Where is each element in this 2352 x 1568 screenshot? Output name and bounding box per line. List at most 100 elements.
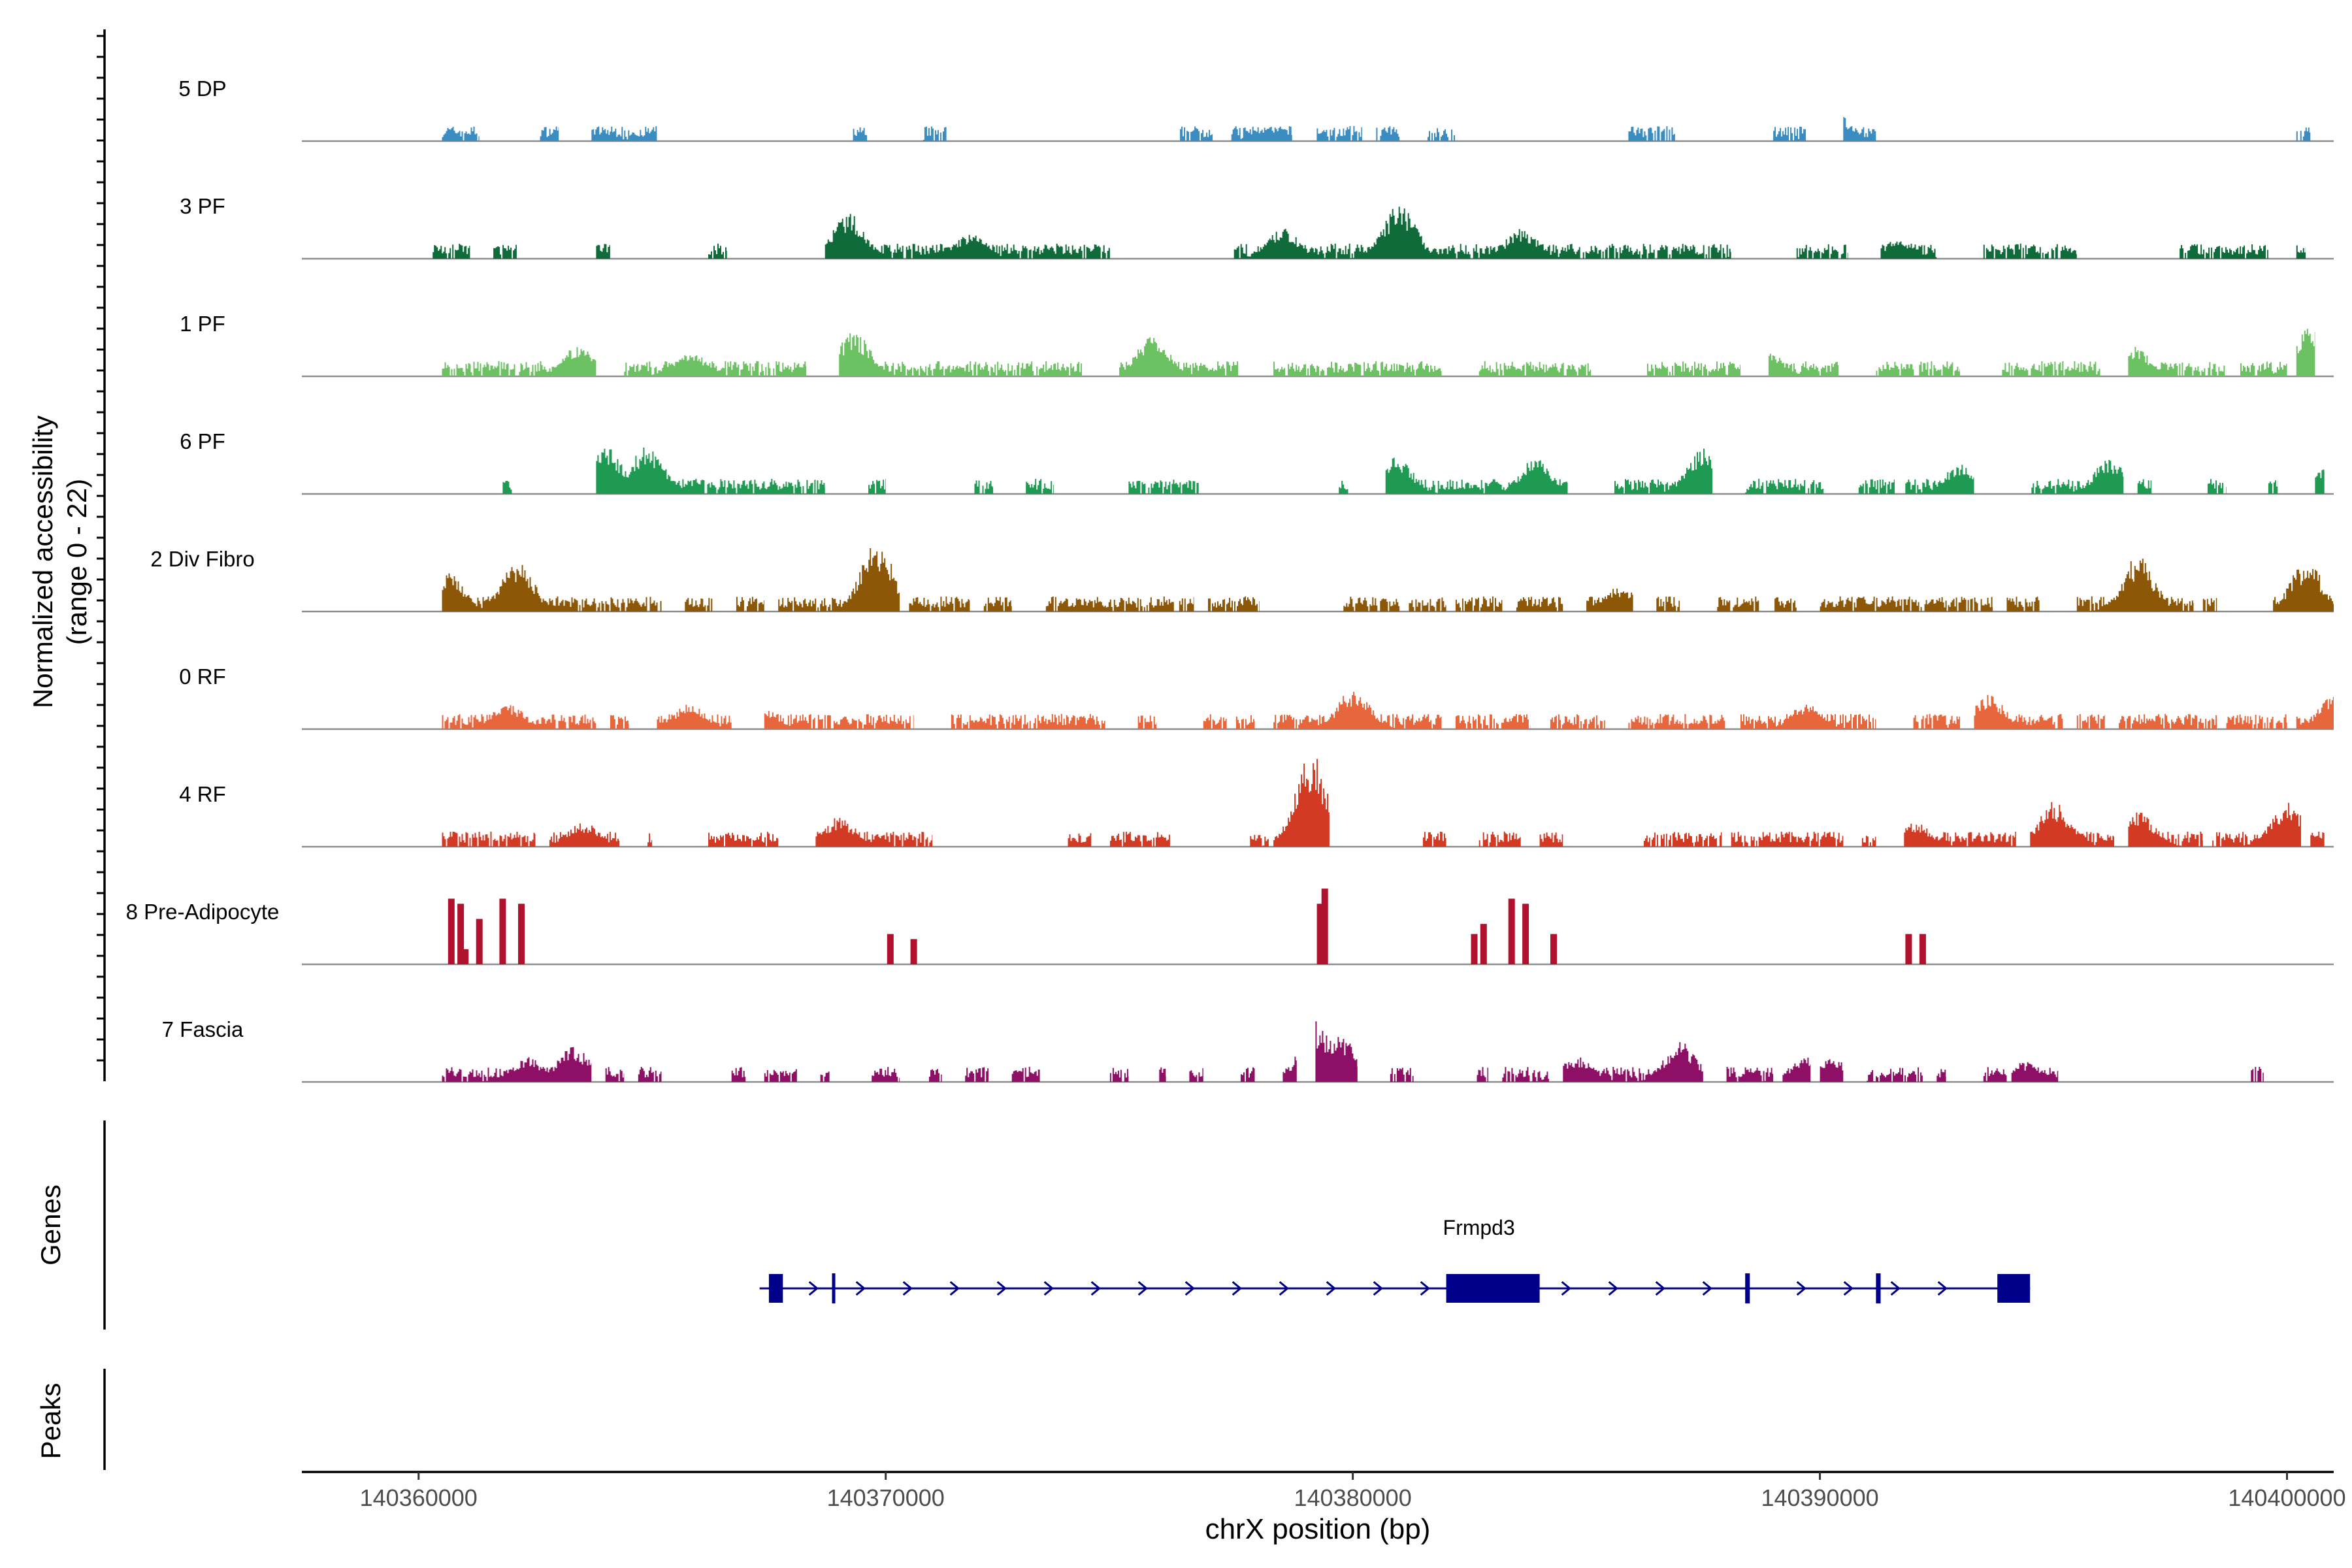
coverage-region xyxy=(1044,596,1194,612)
coverage-region xyxy=(1250,834,1269,847)
coverage-region xyxy=(1867,1067,1923,1082)
coverage-region xyxy=(591,126,657,141)
coverage-region xyxy=(1409,597,1446,612)
coverage-region xyxy=(2208,479,2227,494)
strand-arrow xyxy=(996,1281,1007,1296)
coverage-region xyxy=(1109,1068,1129,1082)
strand-arrow xyxy=(1232,1281,1242,1296)
coverage-region xyxy=(1068,833,1092,847)
x-tick-label: 140390000 xyxy=(1761,1484,1878,1511)
track-0-rf: 0 RF xyxy=(179,664,2334,730)
coverage-region xyxy=(1843,117,1876,141)
gene-exon xyxy=(1997,1274,2031,1303)
strand-arrow xyxy=(855,1281,866,1296)
coverage-spike xyxy=(462,949,469,964)
genes-panel-title: Genes xyxy=(35,1184,66,1266)
track-label: 8 Pre-Adipocyte xyxy=(126,900,280,924)
strand-arrow xyxy=(1420,1281,1430,1296)
track-6-pf: 6 PF xyxy=(180,429,2334,495)
coverage-region xyxy=(2119,713,2217,729)
coverage-region xyxy=(965,1067,988,1082)
coverage-spike xyxy=(1480,924,1487,964)
coverage-spike xyxy=(499,898,506,964)
strand-arrow xyxy=(1043,1281,1054,1296)
coverage-region xyxy=(778,548,900,612)
coverage-region xyxy=(605,1067,625,1082)
x-axis-ticks: 140360000 140370000 140380000 140390000 1404… xyxy=(360,1472,2346,1511)
coverage-region xyxy=(596,448,825,494)
coverage-region xyxy=(1628,714,1727,729)
coverage-region xyxy=(1983,1067,2007,1082)
track-3-pf: 3 PF xyxy=(180,194,2334,260)
coverage-region xyxy=(1717,596,1759,612)
coverage-region xyxy=(1478,831,1521,847)
coverage-spike xyxy=(910,939,917,964)
coverage-region xyxy=(2076,714,2105,729)
track-1-pf: 1 PF xyxy=(180,312,2334,378)
coverage-region xyxy=(1642,832,1722,847)
strand-arrow xyxy=(1608,1281,1618,1296)
coverage-region xyxy=(1628,126,1675,141)
coverage-region xyxy=(2310,831,2325,847)
coverage-region xyxy=(1974,694,2063,729)
coverage-region xyxy=(2128,347,2227,376)
coverage-region xyxy=(1474,1067,1488,1082)
coverage-region xyxy=(1241,1067,1255,1082)
coverage-spike xyxy=(1508,898,1515,964)
coverage-region xyxy=(2273,569,2334,612)
coverage-region xyxy=(2212,802,2301,847)
coverage-region xyxy=(731,1067,746,1082)
strand-arrow xyxy=(1702,1281,1712,1296)
strand-arrow xyxy=(1655,1281,1665,1296)
coverage-region xyxy=(1128,480,1199,494)
peaks-panel: Peaks xyxy=(35,1369,106,1470)
coverage-region xyxy=(502,481,512,494)
coverage-spike xyxy=(518,904,525,964)
coverage-tracks: 5 DP 3 PF 1 PF 6 PF 2 Div Fibro 0 RF 4 RF 8 Pre… xyxy=(126,76,2334,1083)
coverage-region xyxy=(2315,469,2325,494)
coverage-region xyxy=(1904,823,2016,847)
x-tick-label: 140360000 xyxy=(360,1484,478,1511)
coverage-region xyxy=(708,832,779,847)
x-axis: 140360000 140370000 140380000 140390000 1404… xyxy=(302,1471,2346,1545)
coverage-spike xyxy=(1522,904,1529,964)
coverage-region xyxy=(736,596,764,612)
coverage-spike xyxy=(1471,934,1478,964)
x-axis-title: chrX position (bp) xyxy=(1205,1513,1431,1545)
coverage-region xyxy=(1273,759,1330,847)
coverage-spike xyxy=(1316,904,1324,964)
coverage-region xyxy=(1203,714,1227,729)
coverage-region xyxy=(1315,1021,1358,1082)
peaks-panel-title: Peaks xyxy=(35,1383,66,1460)
coverage-region xyxy=(708,243,727,259)
coverage-region xyxy=(764,711,914,729)
coverage-region xyxy=(1745,478,1825,494)
coverage-region xyxy=(1189,1068,1203,1082)
coverage-spike xyxy=(1905,934,1912,964)
coverage-region xyxy=(2240,361,2287,376)
coverage-region xyxy=(1731,832,1844,847)
track-label: 2 Div Fibro xyxy=(150,547,255,571)
x-tick-label: 140400000 xyxy=(2228,1484,2345,1511)
genes-panel: Genes Frmpd3 xyxy=(35,1120,2031,1330)
coverage-region xyxy=(1726,1067,1774,1082)
coverage-spike xyxy=(457,904,465,964)
coverage-region xyxy=(1235,715,1255,729)
coverage-region xyxy=(442,347,596,376)
gene-model[interactable]: Frmpd3 xyxy=(759,1216,2031,1303)
coverage-region xyxy=(1119,337,1241,376)
coverage-region xyxy=(1773,597,1797,612)
coverage-region xyxy=(442,126,480,141)
coverage-region xyxy=(549,823,620,847)
coverage-region xyxy=(1282,1056,1297,1082)
strand-arrow xyxy=(808,1281,819,1296)
coverage-region xyxy=(2268,480,2278,494)
coverage-region xyxy=(1586,588,1633,612)
coverage-region xyxy=(983,596,1012,612)
coverage-region xyxy=(1740,704,1876,729)
y-axis-ticks xyxy=(97,35,105,1062)
coverage-region xyxy=(2006,596,2040,612)
y-axis-range: (range 0 - 22) xyxy=(61,479,92,645)
coverage-region xyxy=(1339,480,1348,494)
strand-arrow xyxy=(1796,1281,1806,1296)
